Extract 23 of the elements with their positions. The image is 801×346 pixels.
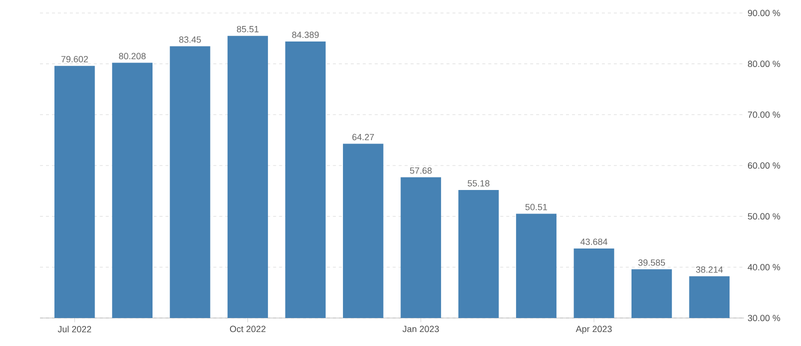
data-label: 57.68 (410, 167, 432, 174)
x-tick-label: Oct 2022 (230, 326, 266, 332)
y-tick-label: 60.00 % (748, 162, 780, 169)
x-tick-label: Apr 2023 (576, 326, 612, 334)
data-label: 55.18 (468, 180, 490, 186)
data-label: 85.51 (236, 26, 259, 32)
y-tick-label: 70.00 % (748, 111, 780, 118)
data-label: 64.27 (352, 134, 374, 140)
data-label: 84.389 (292, 32, 319, 38)
x-tick-label: Jan 2023 (402, 326, 439, 332)
data-label: 50.51 (525, 204, 548, 210)
x-tick-label: Jul 2022 (58, 326, 92, 332)
data-label: 38.214 (696, 266, 723, 273)
data-label: 79.602 (61, 56, 88, 62)
y-tick-label: 90.00 % (748, 10, 780, 16)
data-label: 39.585 (638, 259, 666, 266)
y-tick-label: 40.00 % (748, 264, 780, 270)
data-label: 83.45 (179, 36, 201, 43)
y-tick-label: 80.00 % (748, 60, 780, 68)
y-tick-label: 50.00 % (748, 213, 780, 220)
y-tick-label: 30.00 % (748, 314, 780, 322)
data-label: 80.208 (119, 52, 146, 60)
data-label: 43.684 (580, 238, 608, 245)
